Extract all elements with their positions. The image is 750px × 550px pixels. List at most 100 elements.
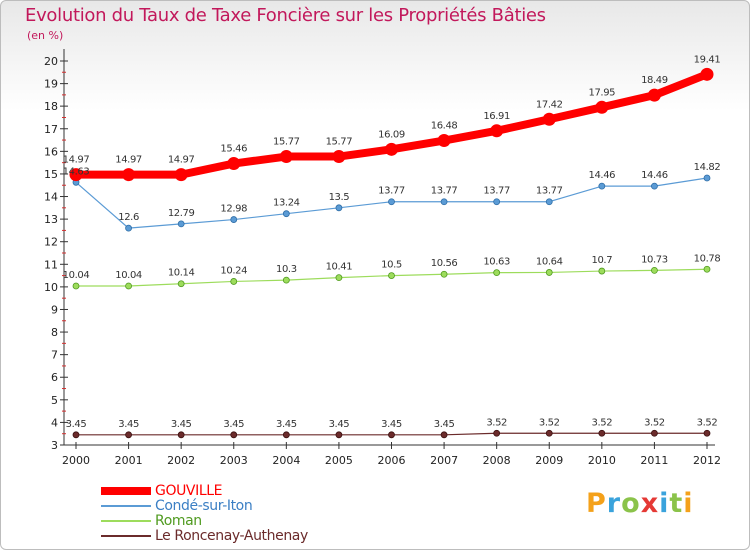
- data-label: 3.45: [66, 419, 87, 430]
- data-label: 10.64: [536, 256, 563, 267]
- logo-letter: o: [621, 488, 641, 519]
- data-label: 10.78: [694, 253, 721, 264]
- y-tick-label: 7: [51, 349, 58, 362]
- data-point: [282, 431, 290, 439]
- data-point: [703, 429, 711, 437]
- data-label: 17.42: [536, 99, 563, 110]
- data-point: [177, 280, 185, 288]
- data-point: [72, 282, 80, 290]
- data-point: [125, 282, 132, 290]
- data-point: [174, 168, 188, 182]
- data-label: 19.41: [694, 54, 721, 65]
- data-label: 17.95: [589, 87, 616, 98]
- data-label: 16.48: [431, 121, 458, 132]
- data-point: [335, 204, 343, 212]
- data-point: [388, 431, 395, 439]
- legend-label: Condé-sur-Iton: [155, 498, 253, 514]
- data-label: 3.45: [434, 419, 455, 430]
- data-point: [282, 210, 290, 218]
- data-point: [651, 429, 658, 437]
- data-label: 12.98: [220, 204, 247, 215]
- y-tick-label: 11: [44, 258, 58, 271]
- logo-letter: t: [669, 488, 684, 519]
- data-point: [72, 431, 80, 439]
- data-label: 3.52: [486, 417, 507, 428]
- data-point: [388, 198, 395, 206]
- data-point: [545, 269, 553, 276]
- x-tick-label: 2007: [430, 454, 458, 467]
- data-label: 3.45: [329, 419, 350, 430]
- logo-letter: P: [586, 488, 607, 519]
- data-point: [335, 274, 343, 282]
- x-tick-label: 2003: [220, 454, 248, 467]
- data-point: [598, 267, 606, 275]
- legend-swatch: [101, 520, 151, 522]
- data-label: 13.77: [431, 186, 458, 197]
- data-label: 10.7: [591, 255, 612, 266]
- data-point: [279, 150, 293, 164]
- data-label: 10.5: [381, 260, 402, 271]
- data-point: [598, 182, 606, 190]
- data-point: [385, 142, 398, 156]
- legend-swatch: [101, 487, 151, 495]
- x-tick-label: 2001: [115, 454, 143, 467]
- data-point: [595, 100, 609, 114]
- chart-title: Evolution du Taux de Taxe Foncière sur l…: [25, 5, 546, 26]
- data-label: 16.09: [378, 129, 405, 140]
- y-tick-label: 17: [44, 123, 58, 136]
- x-tick-label: 2009: [535, 454, 563, 467]
- data-point: [545, 429, 553, 437]
- data-label: 13.77: [378, 186, 405, 197]
- data-point: [230, 216, 238, 223]
- y-tick-label: 20: [44, 55, 58, 68]
- y-tick-label: 18: [44, 100, 58, 113]
- legend-label: GOUVILLE: [155, 483, 223, 499]
- data-label: 14.46: [589, 170, 616, 181]
- data-point: [545, 198, 553, 206]
- data-point: [440, 270, 448, 278]
- data-point: [493, 198, 501, 206]
- data-point: [388, 272, 395, 279]
- x-tick-label: 2011: [640, 454, 668, 467]
- x-tick-label: 2010: [588, 454, 616, 467]
- y-tick-label: 9: [51, 303, 58, 316]
- y-tick-label: 15: [44, 168, 58, 181]
- data-point: [700, 67, 714, 81]
- data-point: [440, 198, 448, 206]
- data-label: 14.97: [168, 155, 195, 166]
- data-label: 10.73: [641, 254, 668, 265]
- y-tick-label: 16: [44, 145, 58, 158]
- x-tick-label: 2008: [483, 454, 511, 467]
- data-point: [230, 278, 238, 285]
- x-tick-label: 2002: [167, 454, 195, 467]
- legend-swatch: [101, 535, 151, 537]
- series-points: [69, 67, 714, 439]
- data-point: [177, 220, 185, 228]
- data-label: 3.52: [539, 417, 560, 428]
- series-labels: 3.45 3.45 3.45 3.45 3.45 3.45 3.45 3.45 3.52 3.52…: [63, 54, 721, 430]
- axes: 3 4 5 6 7 8 9 10 11 12 13 14 15 16 17 18 19 20 2000 2001 200…: [44, 49, 721, 467]
- data-label: 12.79: [168, 208, 195, 219]
- unit-label: (en %): [27, 29, 64, 42]
- data-point: [69, 168, 83, 182]
- y-tick-label: 3: [51, 439, 58, 452]
- data-point: [335, 431, 343, 439]
- data-label: 13.77: [536, 186, 563, 197]
- y-tick-label: 8: [51, 326, 58, 339]
- logo-letter: r: [606, 488, 622, 519]
- data-point: [227, 157, 241, 171]
- data-label: 10.14: [168, 268, 195, 279]
- data-point: [125, 431, 132, 439]
- data-label: 15.77: [326, 137, 353, 148]
- data-label: 13.5: [329, 192, 350, 203]
- data-point: [703, 174, 711, 182]
- data-point: [440, 431, 448, 439]
- data-point: [493, 429, 501, 437]
- legend-label: Roman: [155, 513, 202, 529]
- data-point: [230, 431, 238, 439]
- data-label: 14.46: [641, 170, 668, 181]
- data-point: [490, 124, 504, 138]
- data-label: 14.97: [115, 155, 142, 166]
